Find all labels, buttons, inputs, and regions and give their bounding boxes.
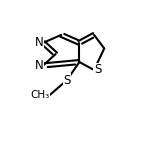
Text: CH₃: CH₃ xyxy=(31,90,50,100)
Text: N: N xyxy=(34,59,43,72)
Text: N: N xyxy=(34,36,43,49)
Text: S: S xyxy=(63,74,71,87)
Text: S: S xyxy=(94,64,101,76)
